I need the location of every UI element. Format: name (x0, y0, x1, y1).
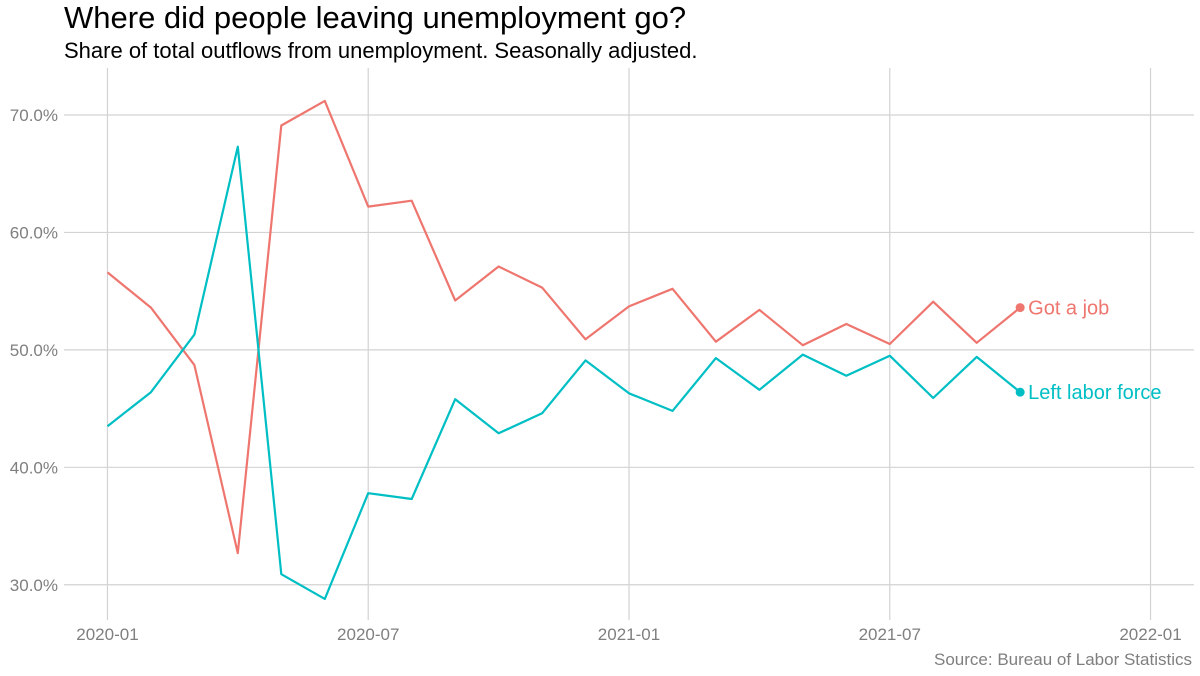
y-tick-label: 50.0% (10, 341, 58, 360)
x-tick-label: 2021-07 (859, 625, 921, 644)
y-tick-label: 40.0% (10, 458, 58, 477)
y-tick-label: 60.0% (10, 223, 58, 242)
y-tick-label: 30.0% (10, 576, 58, 595)
series-label: Left labor force (1028, 382, 1161, 404)
series-line (106, 99, 1021, 555)
chart-subtitle: Share of total outflows from unemploymen… (64, 38, 698, 63)
series-line (106, 145, 1021, 601)
series-end-point (1015, 387, 1025, 397)
x-tick-label: 2020-01 (76, 625, 138, 644)
source-caption: Source: Bureau of Labor Statistics (934, 650, 1192, 669)
x-tick-label: 2022-01 (1119, 625, 1181, 644)
x-tick-label: 2021-01 (598, 625, 660, 644)
y-tick-label: 70.0% (10, 106, 58, 125)
chart-title: Where did people leaving unemployment go… (64, 0, 687, 35)
x-tick-label: 2020-07 (337, 625, 399, 644)
series-end-point (1015, 303, 1025, 313)
series-label: Got a job (1028, 298, 1109, 320)
